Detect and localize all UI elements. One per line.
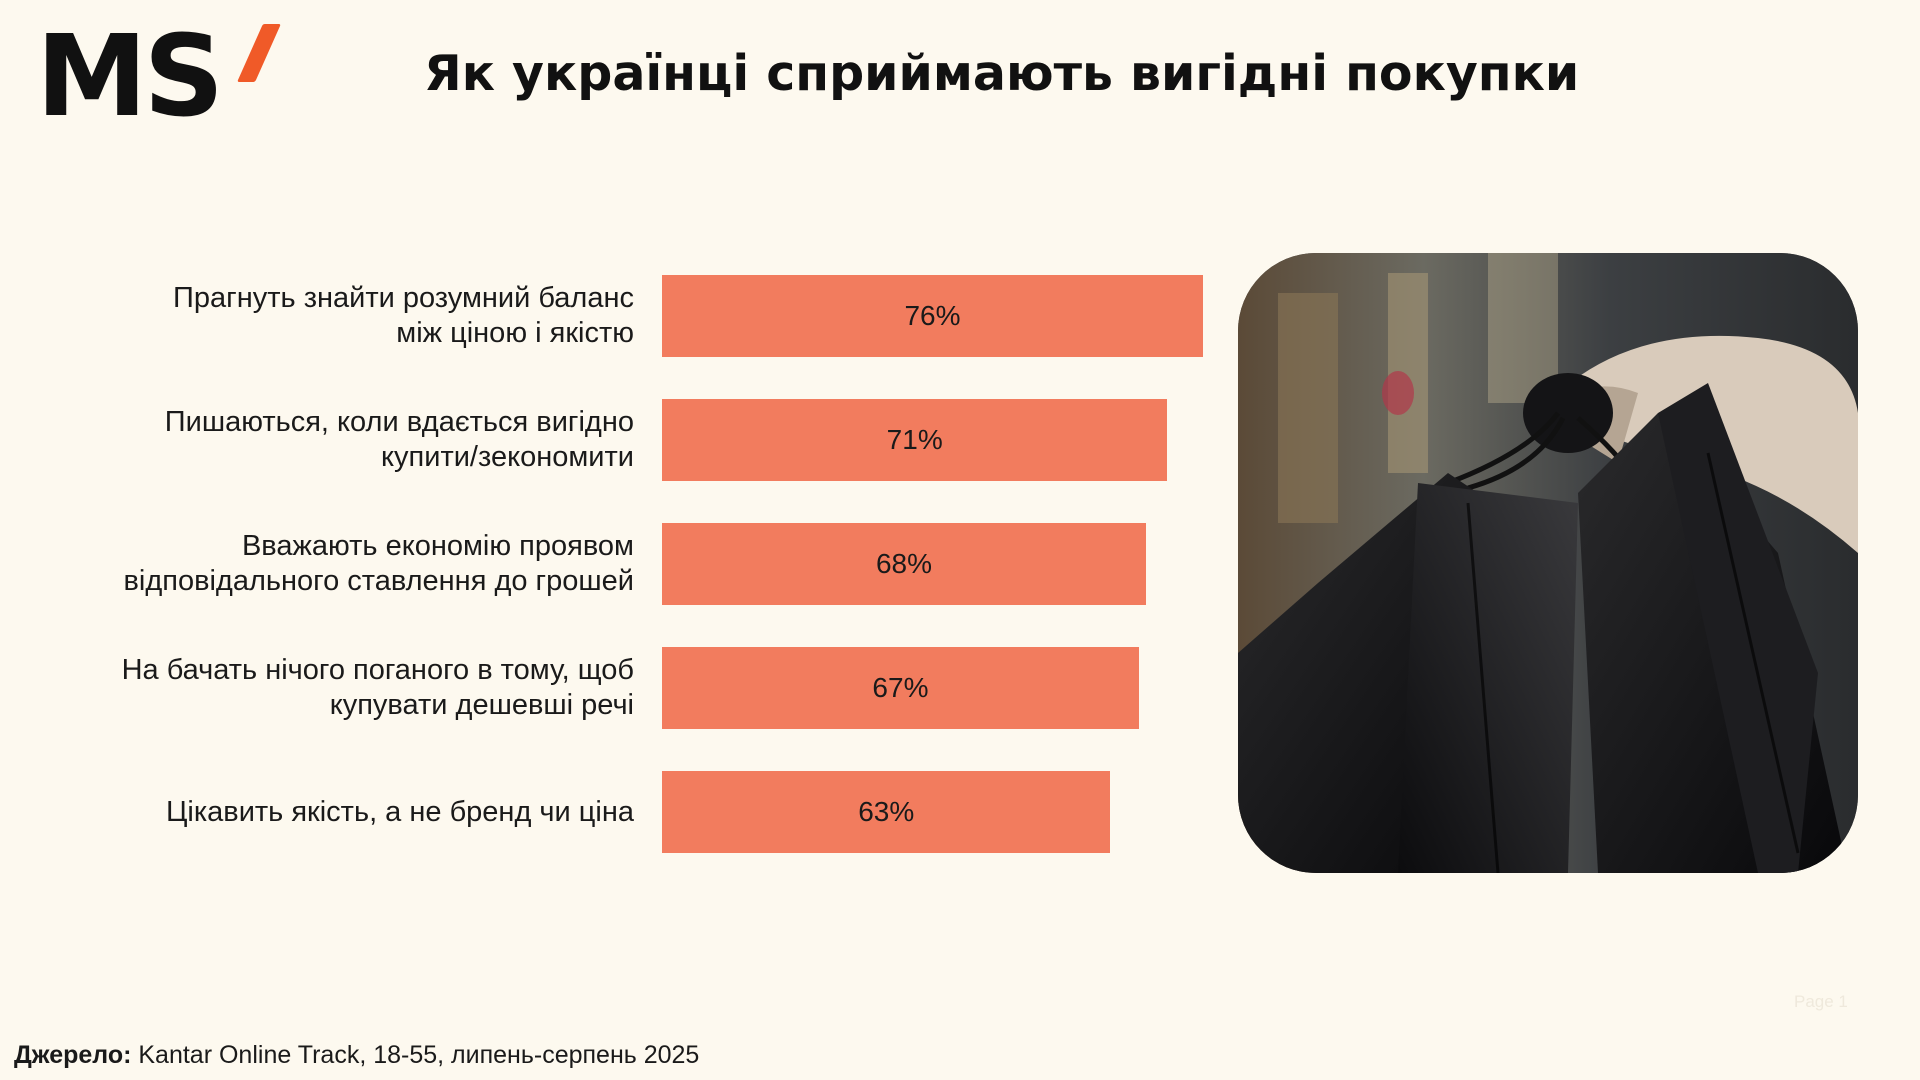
bar (662, 399, 1168, 481)
shopping-bags-illustration (1238, 253, 1858, 873)
category-label-line: На бачать нічого поганого в тому, щоб (121, 654, 634, 686)
category-label-line: Пишаються, коли вдається вигідно (164, 406, 634, 438)
bar (662, 771, 1111, 853)
category-label-line: купити/зекономити (381, 441, 634, 473)
bar (662, 647, 1139, 729)
source-text: Kantar Online Track, 18-55, липень-серпе… (131, 1041, 700, 1069)
source-label: Джерело: (14, 1041, 132, 1069)
page-number: Page 1 (1794, 992, 1848, 1011)
bar-value-label: 67% (872, 672, 929, 703)
category-label-line: Вважають економію проявом (241, 530, 634, 562)
category-label-line: Прагнуть знайти розумний баланс (173, 282, 634, 314)
shopping-bags-photo (1238, 253, 1858, 873)
bar-value-label: 76% (904, 300, 961, 331)
category-label: На бачать нічого поганого в тому, щоб куп… (14, 653, 634, 723)
category-label: Пишаються, коли вдається вигідно купити/з… (14, 405, 634, 475)
bar-value-label: 68% (875, 548, 933, 579)
logo: MS (36, 12, 281, 142)
category-label-line: відповідального ставлення до грошей (123, 565, 634, 597)
bar-value-label: 71% (886, 424, 943, 455)
bar (662, 523, 1147, 605)
page-title: Як українці сприймають вигідні покупки (424, 45, 1580, 102)
category-label: Вважають економію проявом відповідального… (14, 529, 634, 599)
bar (662, 275, 1203, 357)
category-label-line: Цікавить якість, а не бренд чи ціна (165, 795, 634, 828)
source-note: Джерело: Kantar Online Track, 18-55, лип… (14, 1040, 699, 1070)
category-label: Прагнуть знайти розумний баланс між ціною… (14, 281, 634, 351)
category-label-line: між ціною і якістю (396, 317, 634, 349)
category-label-line: купувати дешевші речі (329, 689, 634, 721)
logo-text: MS (36, 12, 224, 142)
category-label: Цікавить якість, а не бренд чи ціна (14, 795, 634, 830)
bar-value-label: 63% (858, 796, 915, 827)
